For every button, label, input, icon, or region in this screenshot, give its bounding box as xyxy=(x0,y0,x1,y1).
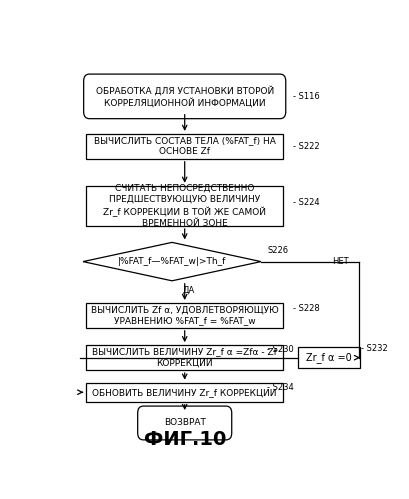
Text: НЕТ: НЕТ xyxy=(332,257,348,266)
Text: S226: S226 xyxy=(267,246,288,254)
Text: - S116: - S116 xyxy=(292,92,319,101)
Bar xyxy=(298,347,360,368)
FancyBboxPatch shape xyxy=(83,74,285,119)
FancyBboxPatch shape xyxy=(137,406,231,440)
Text: Zr_f α =0: Zr_f α =0 xyxy=(306,352,351,363)
Text: |%FAT_f—%FAT_w|>Th_f: |%FAT_f—%FAT_w|>Th_f xyxy=(117,257,226,266)
Text: ОБРАБОТКА ДЛЯ УСТАНОВКИ ВТОРОЙ
КОРРЕЛЯЦИОННОЙ ИНФОРМАЦИИ: ОБРАБОТКА ДЛЯ УСТАНОВКИ ВТОРОЙ КОРРЕЛЯЦИ… xyxy=(95,85,273,107)
Bar xyxy=(86,303,283,328)
Text: ВОЗВРАТ: ВОЗВРАТ xyxy=(163,419,205,428)
Bar xyxy=(86,383,283,402)
Text: ДА: ДА xyxy=(183,286,195,295)
Text: - S228: - S228 xyxy=(292,304,319,313)
Text: - S230: - S230 xyxy=(267,345,293,354)
Text: - S222: - S222 xyxy=(292,142,319,151)
Text: ВЫЧИСЛИТЬ Zf α, УДОВЛЕТВОРЯЮЩУЮ
УРАВНЕНИЮ %FAT_f = %FAT_w: ВЫЧИСЛИТЬ Zf α, УДОВЛЕТВОРЯЮЩУЮ УРАВНЕНИ… xyxy=(91,305,278,325)
Text: ВЫЧИСЛИТЬ ВЕЛИЧИНУ Zr_f α =Zfα - Zf
КОРРЕКЦИИ: ВЫЧИСЛИТЬ ВЕЛИЧИНУ Zr_f α =Zfα - Zf КОРР… xyxy=(92,348,276,368)
Text: СЧИТАТЬ НЕПОСРЕДСТВЕННО
ПРЕДШЕСТВУЮЩУЮ ВЕЛИЧИНУ
Zr_f КОРРЕКЦИИ В ТОЙ ЖЕ САМОЙ
ВР: СЧИТАТЬ НЕПОСРЕДСТВЕННО ПРЕДШЕСТВУЮЩУЮ В… xyxy=(103,184,265,228)
Text: - S232: - S232 xyxy=(360,344,387,353)
Text: - S234: - S234 xyxy=(267,383,293,392)
Text: ВЫЧИСЛИТЬ СОСТАВ ТЕЛА (%FAT_f) НА
ОСНОВЕ Zf: ВЫЧИСЛИТЬ СОСТАВ ТЕЛА (%FAT_f) НА ОСНОВЕ… xyxy=(94,136,275,156)
Text: ФИГ.10: ФИГ.10 xyxy=(143,430,225,449)
Bar xyxy=(86,345,283,370)
Polygon shape xyxy=(83,243,261,281)
Text: ОБНОВИТЬ ВЕЛИЧИНУ Zr_f КОРРЕКЦИИ: ОБНОВИТЬ ВЕЛИЧИНУ Zr_f КОРРЕКЦИИ xyxy=(92,388,276,397)
Text: - S224: - S224 xyxy=(292,198,319,207)
Bar xyxy=(86,134,283,159)
Bar xyxy=(86,186,283,226)
